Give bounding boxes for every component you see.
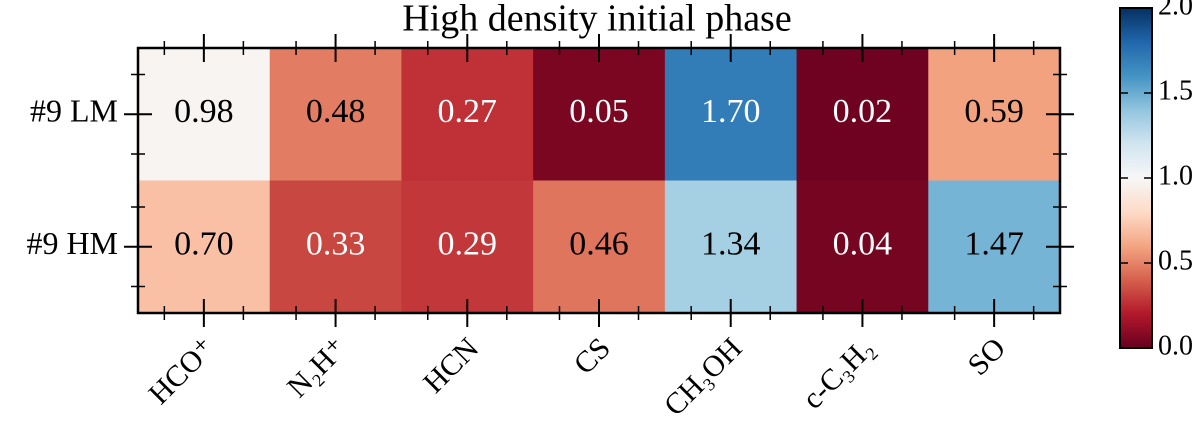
x-tick-label: c-C₃H₂ bbox=[796, 331, 880, 415]
heatmap-cell bbox=[138, 48, 271, 181]
cell-value-label: 0.33 bbox=[306, 226, 366, 263]
colorbar-tick-label: 1.5 bbox=[1158, 75, 1193, 106]
cell-value-label: 0.04 bbox=[833, 226, 893, 263]
heatmap-cell bbox=[796, 48, 929, 181]
heatmap-cell bbox=[533, 48, 666, 181]
heatmap-cell bbox=[269, 48, 402, 181]
heatmap-cell bbox=[796, 180, 929, 314]
heatmap-cell bbox=[269, 180, 402, 314]
x-tick-label: HCO⁺ bbox=[142, 331, 221, 410]
x-tick-label: SO bbox=[962, 331, 1012, 381]
cell-value-label: 1.70 bbox=[701, 93, 761, 130]
x-tick-label: CS bbox=[568, 331, 617, 380]
chart-title: High density initial phase bbox=[402, 0, 791, 40]
cell-value-label: 0.02 bbox=[833, 93, 893, 130]
colorbar-tick-label: 0.0 bbox=[1158, 330, 1193, 361]
cell-value-label: 0.46 bbox=[569, 226, 629, 263]
heatmap-cell bbox=[401, 48, 534, 181]
cell-value-label: 1.34 bbox=[701, 226, 761, 263]
x-tick-label: HCN bbox=[417, 331, 485, 399]
cell-value-label: 0.05 bbox=[569, 93, 629, 130]
cell-value-label: 0.70 bbox=[174, 226, 234, 263]
heatmap-cell bbox=[138, 180, 271, 314]
cell-value-label: 0.29 bbox=[438, 226, 498, 263]
heatmap-cell bbox=[664, 180, 798, 314]
heatmap-cell bbox=[928, 48, 1061, 181]
y-tick-label: #9 HM bbox=[26, 225, 118, 261]
y-tick-label: #9 LM bbox=[30, 93, 118, 129]
heatmap-cell bbox=[664, 48, 798, 181]
colorbar-tick-label: 1.0 bbox=[1158, 160, 1193, 191]
cell-value-label: 0.59 bbox=[964, 93, 1024, 130]
colorbar-tick-label: 2.0 bbox=[1158, 0, 1193, 21]
x-tick-label: N₂H⁺ bbox=[281, 331, 354, 404]
cell-value-label: 0.98 bbox=[174, 93, 234, 130]
x-tick-label: CH₃OH bbox=[658, 331, 749, 422]
cell-value-label: 0.48 bbox=[306, 93, 366, 130]
heatmap-cell bbox=[533, 180, 666, 314]
colorbar-tick-label: 0.5 bbox=[1158, 245, 1193, 276]
heatmap-cell bbox=[401, 180, 534, 314]
cell-value-label: 1.47 bbox=[964, 226, 1024, 263]
cell-value-label: 0.27 bbox=[438, 93, 498, 130]
heatmap-cell bbox=[928, 180, 1061, 314]
